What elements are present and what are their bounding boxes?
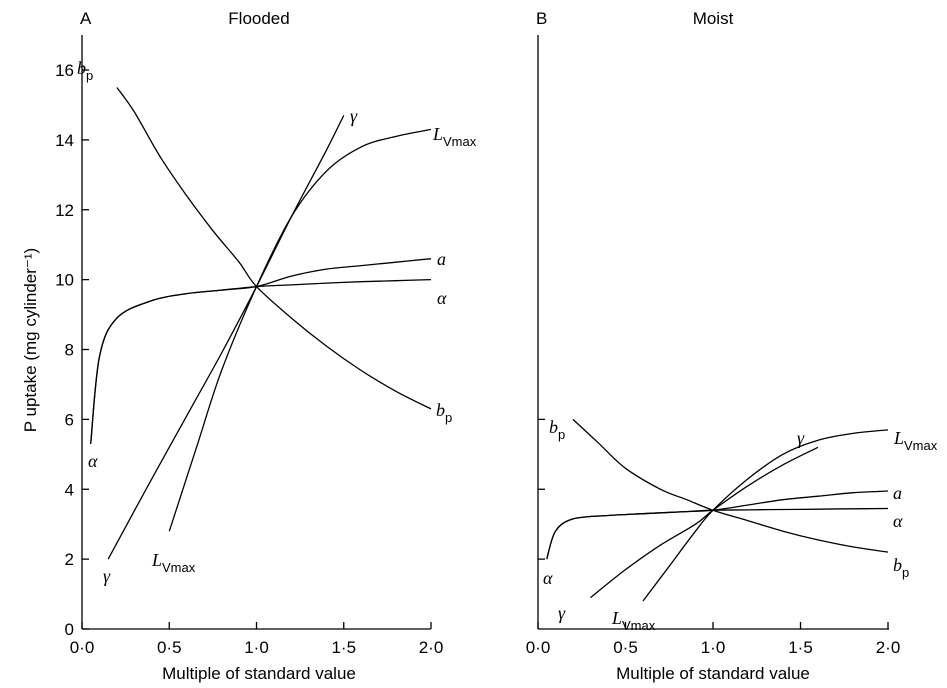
panel-a-y-axis-label: P uptake (mg cylinder⁻¹): [21, 248, 40, 432]
curve-alpha: [546, 507, 889, 560]
curve-label-bp: bp: [436, 400, 452, 425]
panel-a-title: Flooded: [228, 9, 289, 28]
x-tick-label: 0·0: [526, 638, 551, 657]
curve-label-gamma: γ: [558, 603, 566, 623]
x-tick-label: 0·0: [70, 638, 95, 657]
panel-a-x-axis-label: Multiple of standard value: [162, 664, 356, 683]
x-tick-label: 2·0: [419, 638, 444, 657]
x-tick-label: 1·5: [788, 638, 813, 657]
panel-b-x-axis-label: Multiple of standard value: [616, 664, 810, 683]
y-tick-label: 16: [55, 61, 74, 80]
curve-a: [546, 490, 889, 560]
curve-label-bp: bp: [77, 58, 93, 83]
panel-b-label: B: [536, 9, 547, 28]
y-tick-label: 0: [65, 620, 74, 639]
curve-label-bp: bp: [549, 417, 565, 442]
y-tick-label: 12: [55, 201, 74, 220]
y-tick-label: 6: [65, 410, 74, 429]
panel-b: B Moist Multiple of standard value 0·0 0·…: [526, 9, 938, 683]
panel-a-label: A: [80, 9, 92, 28]
curve-bp: [116, 87, 432, 410]
y-tick-label: 8: [65, 341, 74, 360]
panel-b-y-ticks: [538, 418, 545, 560]
curve-label-alpha: α: [543, 568, 553, 588]
curve-label-LVmax: LVmax: [151, 550, 196, 575]
y-tick-label: 14: [55, 131, 74, 150]
y-tick-label: 4: [65, 480, 74, 499]
x-tick-label: 0·5: [157, 638, 182, 657]
curve-label-alpha: α: [88, 451, 98, 471]
panel-a: A Flooded Multiple of standard value P u…: [21, 9, 477, 683]
y-tick-label: 2: [65, 550, 74, 569]
curve-bp: [572, 418, 889, 553]
x-tick-label: 1·5: [331, 638, 356, 657]
panel-b-title: Moist: [693, 9, 734, 28]
curve-label-LVmax: LVmax: [893, 428, 938, 453]
curve-LVmax: [168, 128, 432, 532]
curve-label-gamma: γ: [797, 428, 805, 448]
panel-a-x-ticks: 0·0 0·5 1·0 1·5 2·0: [70, 622, 444, 657]
curve-gamma: [590, 446, 819, 599]
curve-LVmax: [642, 429, 889, 602]
curve-label-gamma: γ: [350, 106, 358, 126]
panel-b-x-ticks: 0·0 0·5 1·0 1·5 2·0: [526, 622, 901, 657]
x-tick-label: 1·0: [244, 638, 269, 657]
curve-label-LVmax: LVmax: [611, 608, 656, 633]
curve-label-alpha: α: [893, 511, 903, 531]
panel-b-curves: [546, 418, 889, 602]
curve-gamma: [107, 115, 345, 560]
curve-label-a: a: [893, 483, 902, 503]
panel-a-y-ticks: 0 2 4 6 8 10 12 14 16: [55, 61, 89, 639]
curve-label-LVmax: LVmax: [432, 124, 477, 149]
panel-a-curves: [90, 87, 432, 560]
x-tick-label: 0·5: [613, 638, 638, 657]
curve-label-alpha: α: [437, 288, 447, 308]
curve-label-gamma: γ: [103, 566, 111, 586]
curve-label-a: a: [437, 249, 446, 269]
x-tick-label: 1·0: [701, 638, 726, 657]
curve-label-bp: bp: [893, 555, 909, 580]
y-tick-label: 10: [55, 271, 74, 290]
curve-alpha: [90, 278, 432, 444]
x-tick-label: 2·0: [876, 638, 901, 657]
